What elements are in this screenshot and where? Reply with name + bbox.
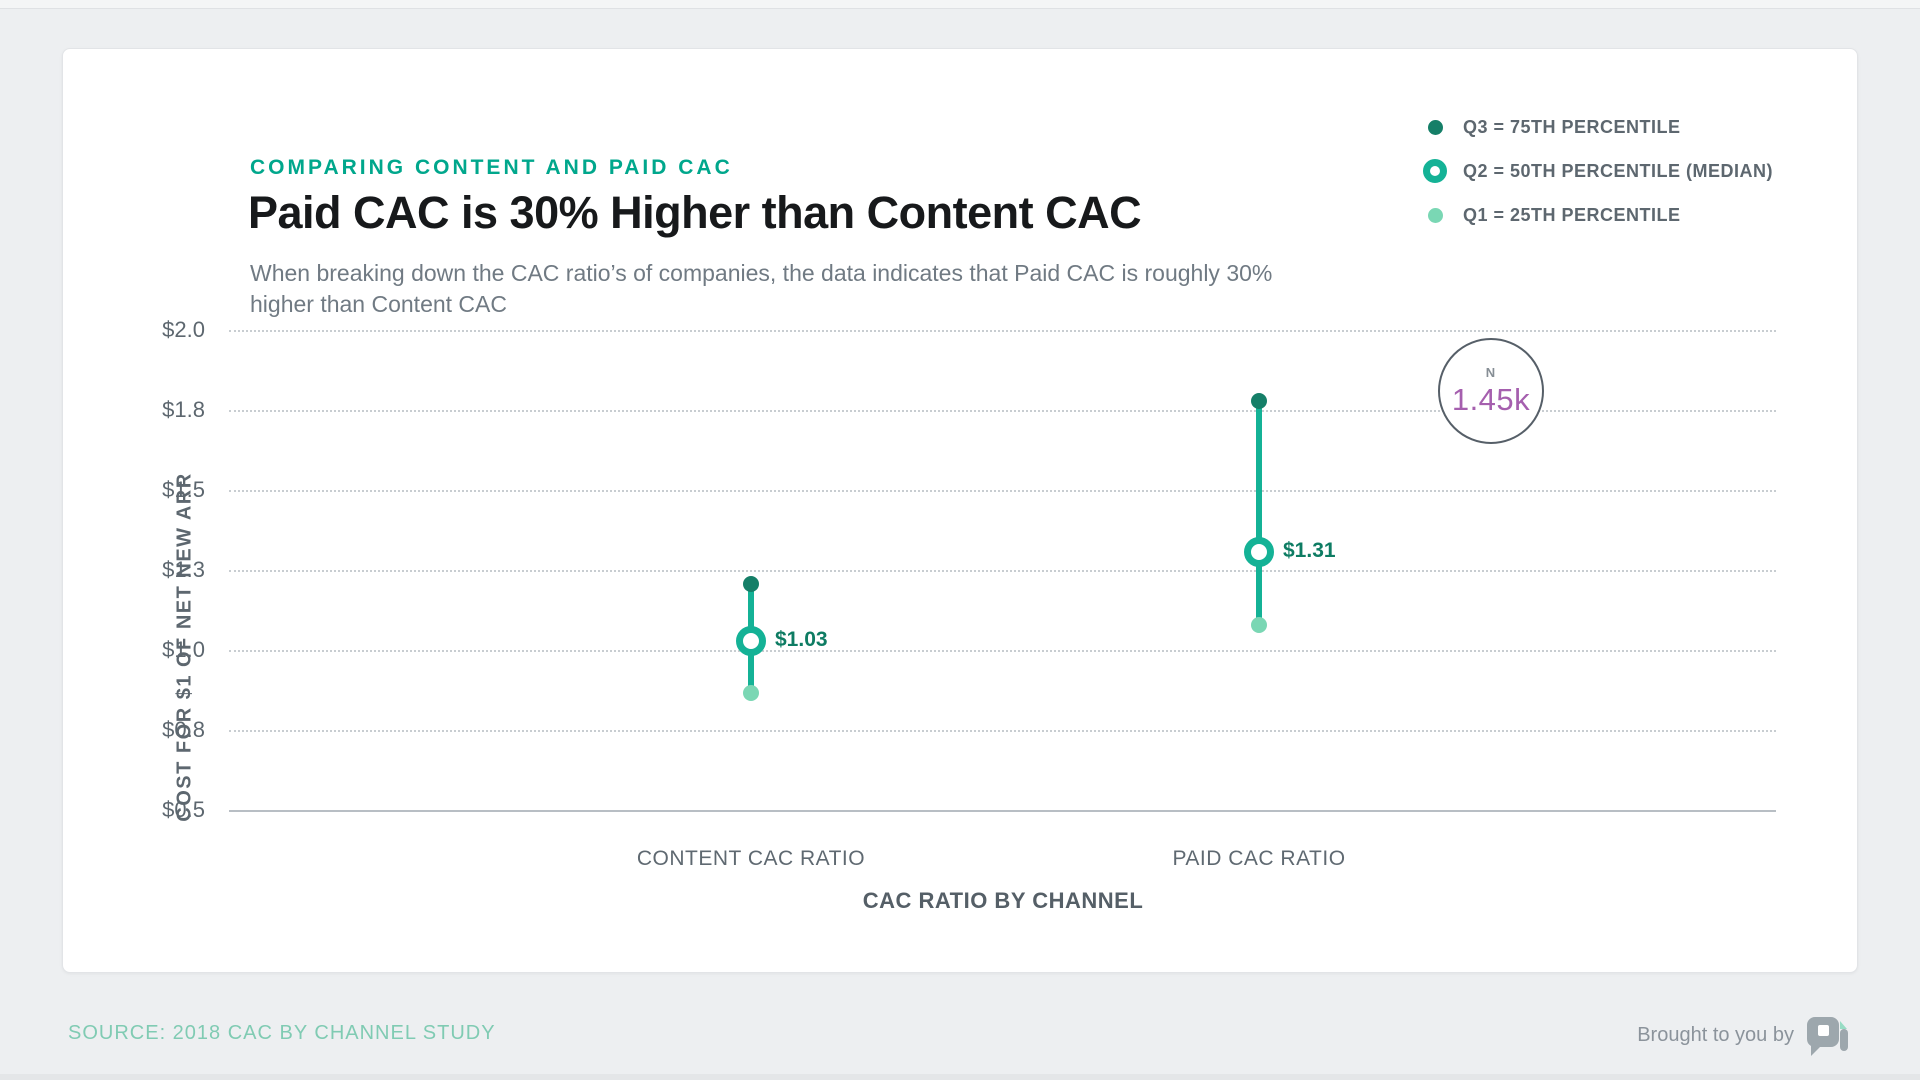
gridline [229,410,1776,412]
legend-item-label: Q1 = 25TH PERCENTILE [1463,204,1681,225]
chart-card: COMPARING CONTENT AND PAID CAC Paid CAC … [62,48,1858,973]
legend-item-q1: Q1 = 25TH PERCENTILE [1421,199,1773,231]
chart-subtitle-line-2: higher than Content CAC [250,291,507,317]
q1-point [1251,617,1267,634]
legend-dot-icon [1421,207,1449,223]
y-tick-label: $2.0 [162,317,205,342]
sample-size-badge: N 1.45k [1438,338,1544,444]
y-tick-label: $1.0 [162,637,205,662]
profitwell-logo-icon [1806,1016,1850,1063]
gridline [229,330,1776,332]
page-bottom-edge [0,1074,1920,1080]
legend-dot-icon [1421,119,1449,135]
chart-subtitle-line-1: When breaking down the CAC ratio’s of co… [250,260,1273,286]
page-top-edge [0,0,1920,9]
gridline [229,570,1776,572]
gridline [229,490,1776,492]
sample-size-value: 1.45k [1451,381,1531,417]
y-tick-label: $0.8 [162,717,205,742]
median-value-label: $1.31 [1283,538,1336,562]
quartile-range-line [1256,401,1262,626]
q3-point [743,575,759,592]
legend-item-q2: Q2 = 50TH PERCENTILE (MEDIAN) [1421,155,1773,187]
chart-eyebrow: COMPARING CONTENT AND PAID CAC [250,156,733,179]
sample-size-label: N [1485,364,1497,380]
chart-title: Paid CAC is 30% Higher than Content CAC [248,187,1142,238]
q3-point [1251,393,1267,410]
attribution: Brought to you by [1637,1016,1850,1063]
legend-item-label: Q3 = 75TH PERCENTILE [1463,116,1681,137]
legend-item-label: Q2 = 50TH PERCENTILE (MEDIAN) [1463,160,1774,181]
x-category-label: PAID CAC RATIO [1172,847,1346,870]
y-tick-label: $0.5 [162,797,205,822]
legend-ring-icon [1421,159,1449,183]
q1-point [743,684,759,701]
y-tick-label: $1.8 [162,397,205,422]
median-value-label: $1.03 [775,628,828,652]
attribution-text: Brought to you by [1637,1024,1794,1046]
x-category-label: CONTENT CAC RATIO [636,847,866,870]
x-axis-line [229,810,1776,812]
median-point [736,626,766,657]
gridline [229,730,1776,732]
y-tick-label: $1.3 [162,557,205,582]
source-citation: SOURCE: 2018 CAC BY CHANNEL STUDY [68,1022,496,1044]
chart-subtitle: When breaking down the CAC ratio’s of co… [250,258,1370,320]
gridline [229,650,1776,652]
chart-legend: Q3 = 75TH PERCENTILE Q2 = 50TH PERCENTILE… [1421,111,1773,243]
y-tick-label: $1.5 [162,477,205,502]
x-axis-title: CAC RATIO BY CHANNEL [862,888,1144,913]
median-point [1244,536,1274,567]
legend-item-q3: Q3 = 75TH PERCENTILE [1421,111,1773,143]
